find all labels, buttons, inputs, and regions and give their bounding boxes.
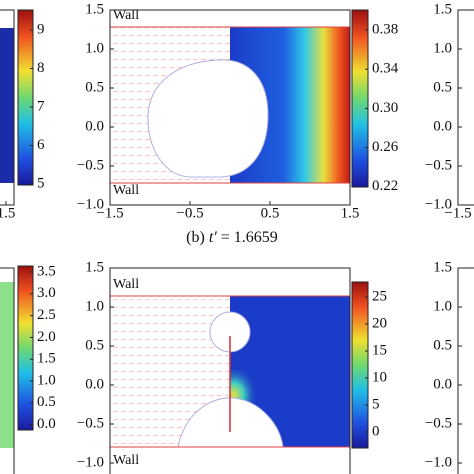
wall-label: Wall bbox=[113, 277, 139, 292]
caption-symbol: t′ bbox=[209, 229, 217, 246]
wall-label: Wall bbox=[113, 183, 139, 198]
colorbar-tick-label: 0.0 bbox=[37, 416, 56, 432]
y-tick-label: 1.0 bbox=[433, 40, 452, 56]
field bbox=[0, 282, 14, 448]
frame bbox=[109, 9, 351, 206]
colorbar-tick-label: 2.0 bbox=[37, 329, 56, 345]
y-tick-label: 0.0 bbox=[85, 118, 104, 134]
y-tick-label: 0.0 bbox=[433, 118, 452, 134]
y-tick-label: 1.5 bbox=[433, 259, 452, 275]
colorbar-tick-label: 25 bbox=[372, 288, 387, 304]
y-tick-label: −1.0 bbox=[77, 196, 104, 212]
colorbar bbox=[17, 9, 34, 186]
colorbar-tick-label: 3.5 bbox=[37, 263, 56, 279]
y-tick-label: −1.0 bbox=[425, 196, 452, 212]
y-tick-label: 0.0 bbox=[85, 376, 104, 392]
y-tick-label: 0.5 bbox=[85, 79, 104, 95]
colorbar-tick-label: 5 bbox=[372, 396, 380, 412]
y-tick-label: −0.5 bbox=[425, 157, 452, 173]
colorbar-tick-label: 0.34 bbox=[372, 61, 399, 77]
x-tick-label: −1.5 bbox=[444, 205, 471, 221]
x-tick-label: 1.5 bbox=[0, 205, 15, 221]
frame bbox=[457, 267, 474, 474]
colorbar bbox=[17, 265, 34, 431]
x-tick-label: 0.5 bbox=[261, 205, 280, 221]
y-tick-label: −0.5 bbox=[77, 157, 104, 173]
colorbar-tick-label: 0 bbox=[372, 423, 380, 439]
caption-value: = 1.6659 bbox=[221, 229, 278, 246]
colorbar-tick-label: 7 bbox=[37, 98, 45, 114]
y-tick-label: 1.0 bbox=[85, 40, 104, 56]
colorbar-tick-label: 0.5 bbox=[37, 394, 56, 410]
y-tick-label: 0.0 bbox=[433, 376, 452, 392]
caption-label: (b) bbox=[186, 229, 205, 246]
colorbar-tick-label: 0.22 bbox=[372, 178, 398, 194]
colorbar-tick-label: 0.26 bbox=[372, 139, 399, 155]
y-tick-label: 1.5 bbox=[85, 1, 104, 17]
y-tick-label: 0.5 bbox=[433, 79, 452, 95]
y-tick-label: 1.5 bbox=[433, 1, 452, 17]
frame bbox=[109, 267, 351, 474]
bubble bbox=[147, 59, 269, 178]
colorbar-tick-label: 1.0 bbox=[37, 372, 56, 388]
colorbar-tick-label: 0.38 bbox=[372, 21, 398, 37]
y-tick-label: −1.0 bbox=[425, 454, 452, 470]
colorbar-tick-label: 8 bbox=[37, 60, 45, 76]
y-tick-label: 0.5 bbox=[433, 337, 452, 353]
colorbar-tick-label: 5 bbox=[37, 175, 45, 191]
colorbar-tick-label: 1.5 bbox=[37, 351, 56, 367]
colorbar bbox=[351, 9, 369, 188]
x-tick-label: −1.5 bbox=[96, 205, 123, 221]
colorbar bbox=[351, 281, 369, 449]
y-tick-label: 1.0 bbox=[433, 298, 452, 314]
wall-label: Wall bbox=[113, 8, 139, 23]
wall-label: Wall bbox=[113, 453, 139, 468]
x-tick-label: 1.5 bbox=[341, 205, 360, 221]
colorbar-tick-label: 15 bbox=[372, 342, 387, 358]
field bbox=[0, 28, 14, 183]
y-tick-label: −1.0 bbox=[77, 454, 104, 470]
colorbar-tick-label: 0.30 bbox=[372, 100, 398, 116]
colorbar-tick-label: 3.0 bbox=[37, 285, 56, 301]
caption: (b) t′ = 1.6659 bbox=[186, 229, 278, 246]
y-tick-label: −0.5 bbox=[425, 415, 452, 431]
frame bbox=[0, 267, 15, 474]
colorbar-tick-label: 2.5 bbox=[37, 307, 56, 323]
colorbar-tick-label: 6 bbox=[37, 137, 45, 153]
colorbar-tick-label: 10 bbox=[372, 369, 387, 385]
y-tick-label: 0.5 bbox=[85, 337, 104, 353]
y-tick-label: −0.5 bbox=[77, 415, 104, 431]
frame bbox=[457, 9, 474, 206]
colorbar-tick-label: 9 bbox=[37, 21, 45, 37]
y-tick-label: 1.0 bbox=[85, 298, 104, 314]
y-tick-label: 1.5 bbox=[85, 259, 104, 275]
colorbar-tick-label: 20 bbox=[372, 315, 387, 331]
x-tick-label: −0.5 bbox=[176, 205, 203, 221]
